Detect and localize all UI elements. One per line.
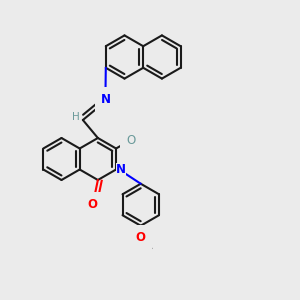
Text: N: N bbox=[101, 93, 111, 106]
Text: N: N bbox=[116, 163, 126, 176]
Text: H: H bbox=[131, 133, 138, 143]
Text: O: O bbox=[136, 231, 146, 244]
Text: O: O bbox=[126, 134, 136, 147]
Text: O: O bbox=[88, 197, 98, 211]
Text: H: H bbox=[72, 112, 80, 122]
